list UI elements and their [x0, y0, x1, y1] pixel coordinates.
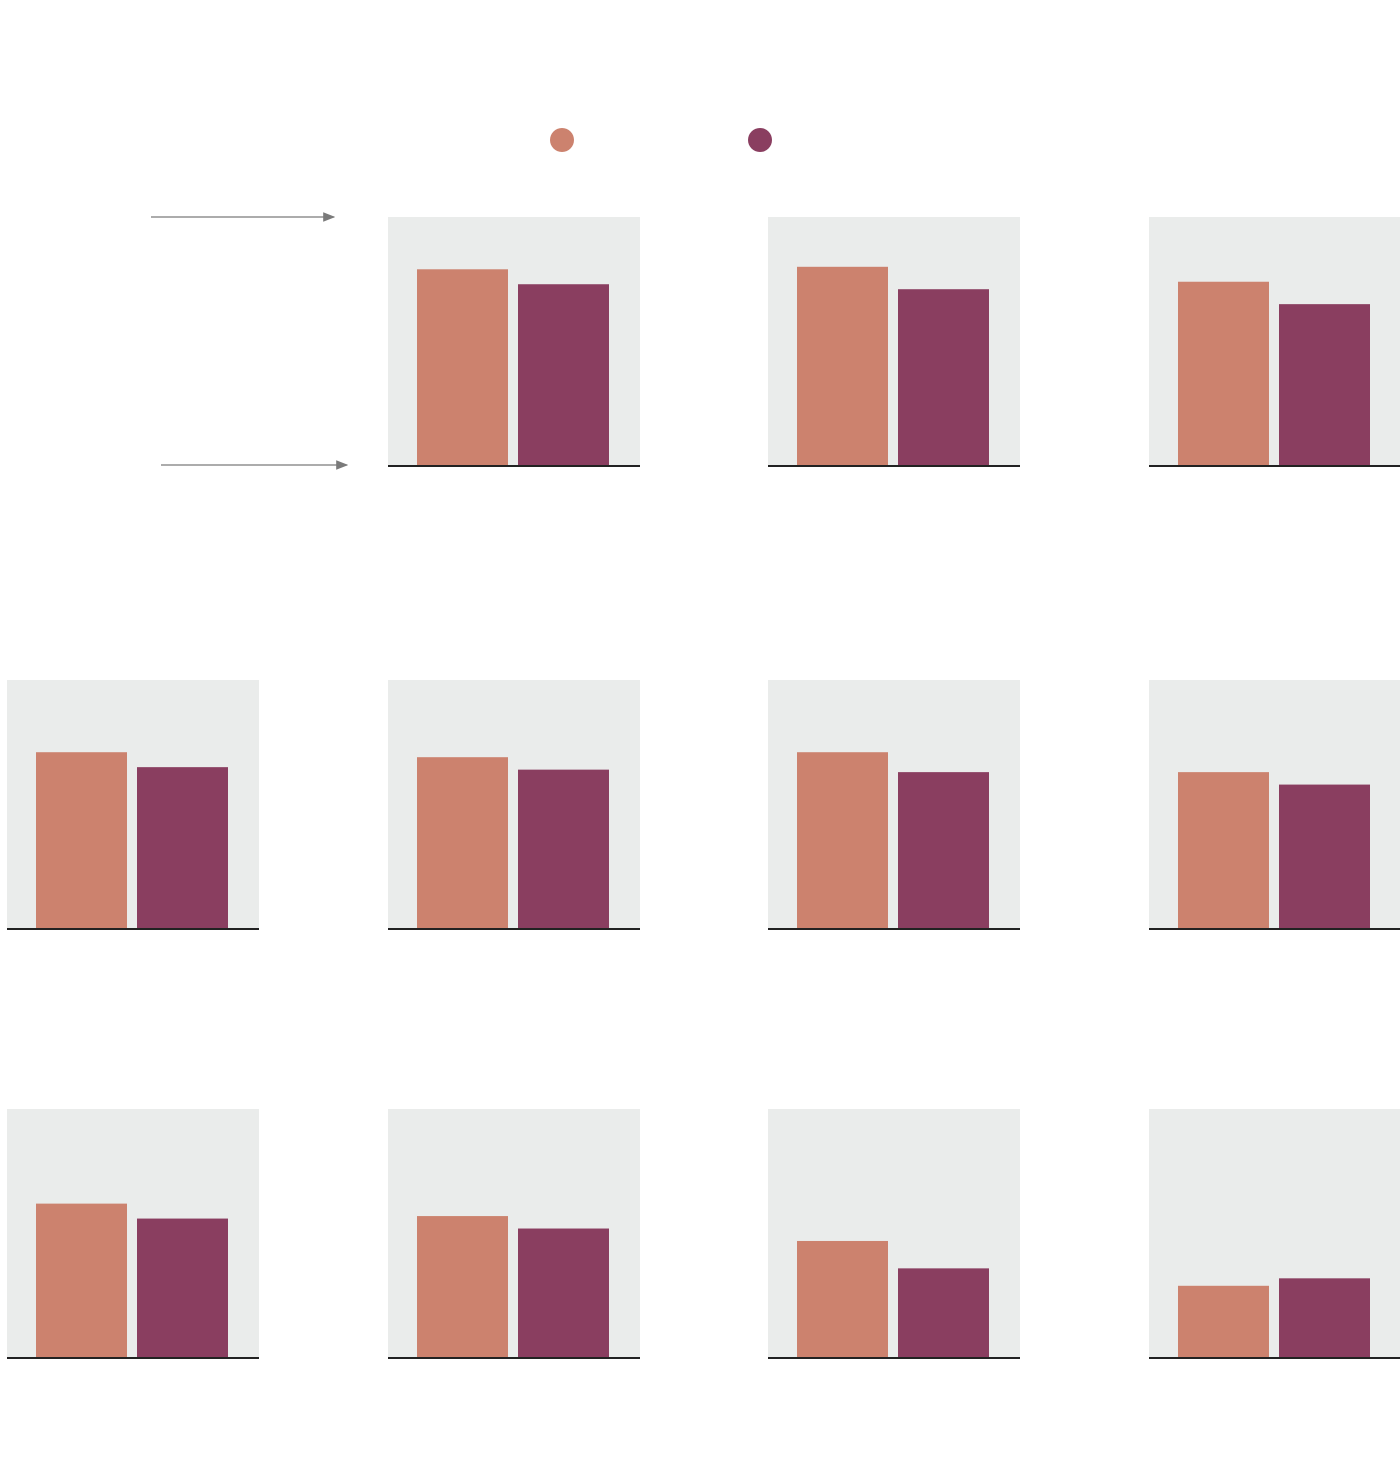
bar-series-a	[1178, 281, 1269, 466]
panel-10	[768, 1109, 1020, 1359]
bar-series-a	[797, 1240, 888, 1358]
bar-series-b	[137, 767, 228, 929]
panel-1	[388, 217, 640, 467]
panel-2	[768, 217, 1020, 467]
bar-series-b	[518, 284, 609, 466]
bar-series-a	[797, 752, 888, 929]
legend-item-series-a	[550, 128, 574, 152]
annotation-arrows	[151, 212, 349, 470]
bar-series-b	[898, 772, 989, 929]
bar-series-b	[1279, 784, 1370, 929]
legend-item-series-b	[748, 128, 772, 152]
panel-6	[768, 680, 1020, 930]
panel-3	[1149, 217, 1400, 467]
panel-5	[388, 680, 640, 930]
bar-series-a	[417, 269, 508, 466]
bar-series-b	[1279, 1278, 1370, 1358]
legend	[550, 128, 772, 152]
panel-4	[7, 680, 259, 930]
legend-swatch-series-a	[550, 128, 574, 152]
bar-series-b	[518, 1228, 609, 1358]
bar-series-b	[898, 289, 989, 466]
chart-panels	[7, 217, 1400, 1359]
bar-series-a	[1178, 1285, 1269, 1358]
bar-series-a	[417, 757, 508, 929]
bar-series-a	[1178, 772, 1269, 929]
bar-series-b	[1279, 304, 1370, 466]
bar-series-a	[797, 266, 888, 466]
bar-series-a	[36, 1203, 127, 1358]
panel-8	[7, 1109, 259, 1359]
panel-7	[1149, 680, 1400, 930]
bar-series-b	[518, 769, 609, 929]
bar-series-b	[898, 1268, 989, 1358]
bar-series-a	[417, 1216, 508, 1358]
legend-swatch-series-b	[748, 128, 772, 152]
panel-11	[1149, 1109, 1400, 1359]
bar-series-a	[36, 752, 127, 929]
bar-series-b	[137, 1218, 228, 1358]
panel-9	[388, 1109, 640, 1359]
